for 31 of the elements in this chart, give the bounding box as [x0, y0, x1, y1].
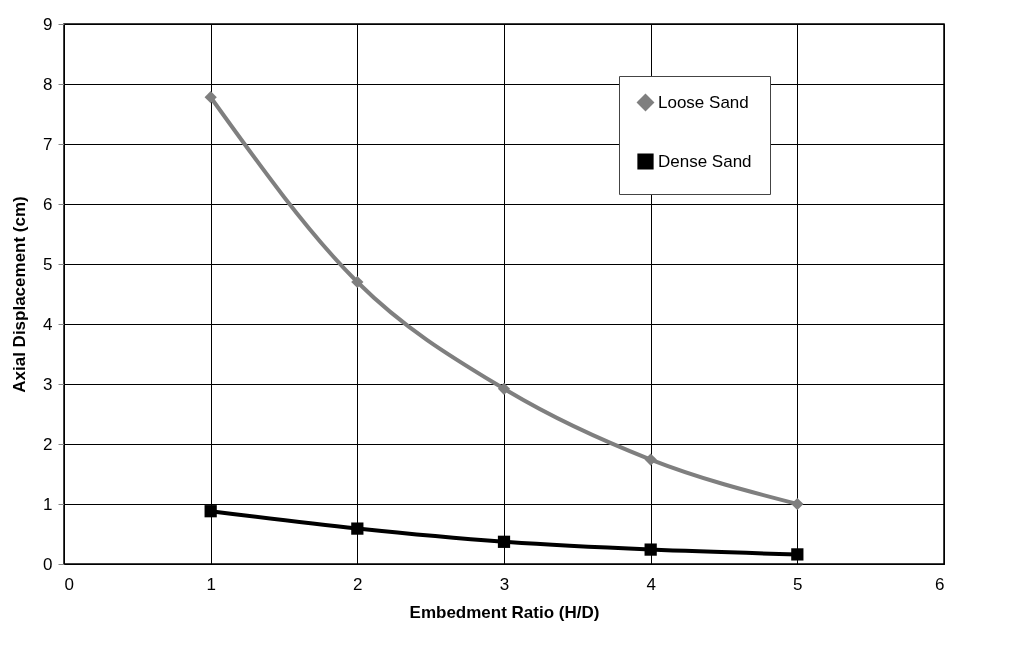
x-tick-label: 2: [353, 574, 363, 594]
legend-label: Dense Sand: [658, 151, 752, 171]
y-tick-label: 5: [43, 254, 53, 274]
x-tick-label: 4: [646, 574, 656, 594]
y-tick-label: 3: [43, 374, 53, 394]
y-tick-label: 7: [43, 134, 53, 154]
y-tick-label: 1: [43, 494, 53, 514]
point: [497, 535, 511, 548]
legend-label: Loose Sand: [658, 92, 749, 112]
x-tick-label: 3: [499, 574, 510, 594]
y-tick-label: 9: [43, 14, 53, 34]
point: [644, 543, 657, 556]
x-tick-label: 6: [935, 574, 945, 594]
y-tick-label: 0: [43, 554, 53, 574]
x-tick-label: 1: [206, 574, 216, 594]
point: [204, 91, 217, 104]
point: [204, 505, 217, 518]
point: [644, 453, 657, 466]
point: [791, 497, 804, 511]
y-axis-title: Axial Displacement (cm): [10, 196, 30, 393]
point: [351, 522, 364, 535]
y-tick-label: 6: [43, 194, 53, 214]
x-tick-label: 0: [64, 574, 74, 594]
point: [351, 275, 364, 289]
point: [497, 382, 511, 395]
y-tick-label: 8: [43, 74, 53, 94]
y-tick-label: 2: [43, 434, 53, 454]
point: [791, 548, 804, 561]
x-axis-title: Embedment Ratio (H/D): [409, 602, 600, 622]
x-tick-label: 5: [793, 574, 803, 594]
y-tick-label: 4: [43, 314, 53, 334]
